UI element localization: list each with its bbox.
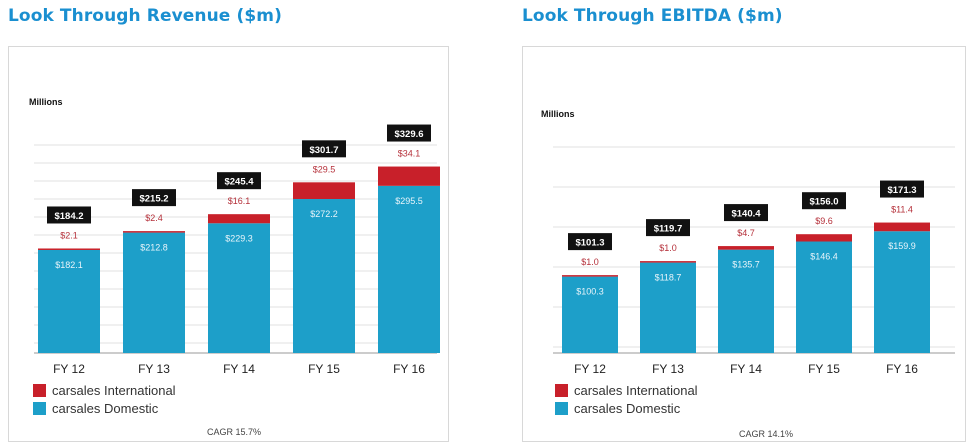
domestic-bar: [718, 249, 774, 353]
domestic-bar: [874, 231, 930, 353]
domestic-bar: [123, 232, 185, 353]
ebitda-chart: $100.3 $1.0 $101.3 FY 12 $118.7 $1.0 $119.7 FY …: [553, 146, 955, 376]
international-value-label: $4.7: [737, 228, 755, 238]
total-value-box: [387, 124, 431, 142]
international-bar: [378, 166, 440, 186]
international-bar: [640, 261, 696, 263]
total-value-box: [802, 192, 846, 210]
total-value-label: $184.2: [54, 211, 83, 222]
legend-item-domestic: carsales Domestic: [33, 399, 176, 417]
international-value-label: $9.6: [815, 216, 833, 226]
revenue-cagr: CAGR 15.7%: [207, 427, 262, 437]
legend-label-domestic: carsales Domestic: [52, 400, 159, 416]
international-value-label: $11.4: [891, 205, 913, 215]
total-value-box: [724, 204, 768, 222]
total-value-box: [646, 219, 690, 237]
international-value-label: $2.1: [60, 230, 78, 240]
revenue-chart-panel: Millions $182.1 $2.1 $184.2 FY 12 $212.8 $2.4…: [8, 46, 449, 442]
revenue-legend: carsales International carsales Domestic: [33, 381, 176, 417]
legend-label-international: carsales International: [574, 382, 698, 398]
revenue-y-axis-label: Millions: [29, 97, 63, 107]
x-tick-label: FY 16: [886, 362, 918, 376]
total-value-label: $140.4: [731, 209, 761, 220]
x-tick-label: FY 15: [808, 362, 840, 376]
x-tick-label: FY 14: [730, 362, 762, 376]
x-tick-label: FY 12: [574, 362, 606, 376]
legend-label-international: carsales International: [52, 382, 176, 398]
domestic-swatch: [33, 401, 46, 415]
domestic-bar: [796, 241, 852, 353]
ebitda-y-axis-label: Millions: [541, 109, 575, 119]
total-value-box: [217, 172, 261, 190]
domestic-value-label: $135.7: [732, 260, 760, 270]
international-bar: [38, 248, 100, 250]
domestic-bar: [38, 249, 100, 353]
ebitda-chart-panel: Millions $100.3 $1.0 $101.3 FY 12 $118.7 $1.0…: [522, 46, 966, 442]
total-value-box: [132, 189, 176, 207]
x-tick-label: FY 13: [652, 362, 684, 376]
international-value-label: $1.0: [581, 257, 599, 267]
ebitda-cagr: CAGR 14.1%: [739, 429, 794, 439]
legend-item-domestic: carsales Domestic: [555, 399, 698, 417]
domestic-value-label: $295.5: [395, 196, 423, 206]
revenue-chart: $182.1 $2.1 $184.2 FY 12 $212.8 $2.4 $215.2 FY …: [34, 124, 440, 376]
domestic-bar: [378, 185, 440, 353]
left-chart-title: Look Through Revenue ($m): [8, 6, 282, 26]
international-value-label: $16.1: [228, 196, 251, 206]
total-value-label: $171.3: [887, 185, 916, 196]
total-value-box: [880, 180, 924, 198]
legend-item-international: carsales International: [555, 381, 698, 399]
total-value-box: [568, 233, 612, 251]
international-bar: [874, 222, 930, 232]
international-value-label: $34.1: [398, 149, 421, 159]
international-swatch: [33, 383, 46, 397]
total-value-label: $245.4: [224, 177, 254, 188]
total-value-label: $119.7: [654, 224, 683, 235]
total-value-label: $101.3: [575, 238, 604, 249]
international-bar: [796, 234, 852, 242]
international-bar: [718, 246, 774, 250]
international-value-label: $2.4: [145, 213, 163, 223]
domestic-value-label: $229.3: [225, 233, 253, 243]
total-value-label: $301.7: [309, 145, 338, 156]
international-bar: [562, 275, 618, 277]
x-tick-label: FY 16: [393, 362, 425, 376]
domestic-bar: [562, 276, 618, 353]
x-tick-label: FY 13: [138, 362, 170, 376]
x-tick-label: FY 14: [223, 362, 255, 376]
total-value-label: $215.2: [139, 194, 168, 205]
domestic-value-label: $118.7: [655, 273, 682, 283]
legend-item-international: carsales International: [33, 381, 176, 399]
right-chart-title: Look Through EBITDA ($m): [522, 6, 783, 26]
ebitda-legend: carsales International carsales Domestic: [555, 381, 698, 417]
total-value-label: $329.6: [394, 129, 423, 140]
domestic-value-label: $146.4: [810, 252, 838, 262]
total-value-label: $156.0: [809, 197, 838, 208]
domestic-value-label: $159.9: [888, 241, 916, 251]
domestic-value-label: $182.1: [55, 260, 83, 270]
domestic-value-label: $272.2: [310, 209, 338, 219]
x-tick-label: FY 12: [53, 362, 85, 376]
domestic-bar: [640, 262, 696, 353]
domestic-swatch: [555, 401, 568, 415]
total-value-box: [47, 206, 91, 224]
domestic-value-label: $212.8: [140, 243, 168, 253]
international-bar: [123, 231, 185, 233]
international-bar: [208, 214, 270, 224]
international-swatch: [555, 383, 568, 397]
legend-label-domestic: carsales Domestic: [574, 400, 681, 416]
domestic-bar: [293, 199, 355, 353]
domestic-bar: [208, 223, 270, 353]
international-bar: [293, 182, 355, 200]
international-value-label: $29.5: [313, 164, 336, 174]
x-tick-label: FY 15: [308, 362, 340, 376]
international-value-label: $1.0: [659, 243, 677, 253]
total-value-box: [302, 140, 346, 158]
domestic-value-label: $100.3: [576, 287, 604, 297]
